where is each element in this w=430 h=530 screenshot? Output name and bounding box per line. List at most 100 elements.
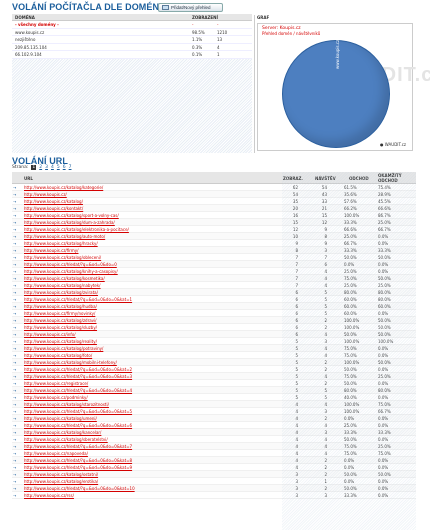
url-link[interactable]: http://www.koupis.cz/katalog/auto-moto/ (24, 234, 106, 239)
url-link[interactable]: http://www.koupis.cz/katalog/mobilni-tel… (24, 360, 117, 365)
url-link[interactable]: http://www.koupis.cz/katalog/obleceni/ (24, 255, 102, 260)
arrow-icon[interactable]: → (13, 388, 17, 393)
url-link[interactable]: http://www.koupis.cz/katalog/erotika/ (24, 479, 99, 484)
url-link[interactable]: http://www.koupis.cz/napoveda/ (24, 451, 88, 456)
url-link[interactable]: http://www.koupis.cz/katalog/hudba/ (24, 304, 97, 309)
url-link[interactable]: http://www.koupis.cz/katalog/sport-a-vol… (24, 213, 119, 218)
arrow-icon[interactable]: → (13, 465, 17, 470)
url-link[interactable]: http://www.koupis.cz/ (24, 192, 67, 197)
url-link[interactable]: http://www.koupis.cz/katalog/umeni/ (24, 416, 97, 421)
arrow-icon[interactable]: → (13, 220, 17, 225)
url-link[interactable]: http://www.koupis.cz/hledat/?q=&od=0&do=… (24, 409, 133, 414)
url-link[interactable]: http://www.koupis.cz/firmy/ (24, 248, 79, 253)
url-link[interactable]: http://www.koupis.cz/hledat/?q=&od=0&do=… (24, 262, 117, 267)
url-link[interactable]: http://www.koupis.cz/hledat/?q=&od=0&do=… (24, 388, 133, 393)
arrow-icon[interactable]: → (13, 262, 17, 267)
arrow-icon[interactable]: → (13, 297, 17, 302)
arrow-icon[interactable]: → (13, 206, 17, 211)
domain-row[interactable]: nezjištěno 1.1% 13 (12, 36, 252, 44)
url-link[interactable]: http://www.koupis.cz/hledat/?q=&od=0&do=… (24, 444, 133, 449)
arrow-icon[interactable]: → (13, 486, 17, 491)
arrow-icon[interactable]: → (13, 472, 17, 477)
arrow-icon[interactable]: → (13, 248, 17, 253)
url-link[interactable]: http://www.koupis.cz/katalog/zvirata/ (24, 290, 98, 295)
arrow-icon[interactable]: → (13, 304, 17, 309)
arrow-icon[interactable]: → (13, 395, 17, 400)
url-link[interactable]: http://www.koupis.cz/hledat/?q=&od=0&do=… (24, 367, 133, 372)
page-link-7[interactable]: 7 (68, 165, 72, 170)
arrow-icon[interactable]: → (13, 213, 17, 218)
url-link[interactable]: http://www.koupis.cz/katalog/reality/ (24, 339, 97, 344)
arrow-icon[interactable]: → (13, 353, 17, 358)
page-link-4[interactable]: 4 (50, 165, 54, 170)
arrow-icon[interactable]: → (13, 255, 17, 260)
arrow-icon[interactable]: → (13, 227, 17, 232)
url-link[interactable]: http://www.koupis.cz/katalog/potraviny/ (24, 346, 104, 351)
page-link-2[interactable]: 2 (39, 165, 43, 170)
url-link[interactable]: http://www.koupis.cz/hledat/?q=&od=0&do=… (24, 486, 135, 491)
arrow-icon[interactable]: → (13, 430, 17, 435)
domain-row[interactable]: 209.85.135.104 0.3% 4 (12, 43, 252, 51)
arrow-icon[interactable]: → (13, 318, 17, 323)
url-link[interactable]: http://www.koupis.cz/registrace/ (24, 381, 89, 386)
add-report-button[interactable]: Přidat/Nový přehled (158, 3, 223, 12)
page-link-3[interactable]: 3 (45, 165, 48, 170)
page-link-5[interactable]: 5 (56, 165, 60, 170)
arrow-icon[interactable]: → (13, 423, 17, 428)
arrow-icon[interactable]: → (13, 290, 17, 295)
arrow-icon[interactable]: → (13, 325, 17, 330)
arrow-icon[interactable]: → (13, 241, 17, 246)
arrow-icon[interactable]: → (13, 346, 17, 351)
url-link[interactable]: http://www.koupis.cz/katalog/foto/ (24, 353, 93, 358)
arrow-icon[interactable]: → (13, 437, 17, 442)
url-link[interactable]: http://www.koupis.cz/katalog/ (24, 199, 83, 204)
arrow-icon[interactable]: → (13, 192, 17, 197)
url-link[interactable]: http://www.koupis.cz/katalog/dum-a-zahra… (24, 220, 115, 225)
url-link[interactable]: http://www.koupis.cz/katalog/sluzby/ (24, 325, 98, 330)
domain-row[interactable]: www.koupis.cz 98.5% 1210 (12, 28, 252, 36)
arrow-icon[interactable]: → (13, 283, 17, 288)
url-link[interactable]: http://www.koupis.cz/kontakt/ (24, 206, 84, 211)
url-link[interactable]: http://www.koupis.cz/firmy/novinky/ (24, 311, 96, 316)
url-link[interactable]: http://www.koupis.cz/rss/ (24, 493, 74, 498)
arrow-icon[interactable]: → (13, 339, 17, 344)
arrow-icon[interactable]: → (13, 458, 17, 463)
page-link-6[interactable]: 6 (62, 165, 66, 170)
url-link[interactable]: http://www.koupis.cz/katalog/ostatni/ (24, 472, 99, 477)
url-link[interactable]: http://www.koupis.cz/katalog/starozitnos… (24, 402, 109, 407)
arrow-icon[interactable]: → (13, 269, 17, 274)
arrow-icon[interactable]: → (13, 234, 17, 239)
arrow-icon[interactable]: → (13, 451, 17, 456)
domain-row[interactable]: 66.102.9.104 0.1% 1 (12, 51, 252, 59)
url-link[interactable]: http://www.koupis.cz/katalog/hracky/ (24, 241, 98, 246)
arrow-icon[interactable]: → (13, 381, 17, 386)
url-link[interactable]: http://www.koupis.cz/katalog/zdravi/ (24, 318, 97, 323)
arrow-icon[interactable]: → (13, 311, 17, 316)
url-link[interactable]: http://www.koupis.cz/podminky/ (24, 395, 88, 400)
arrow-icon[interactable]: → (13, 276, 17, 281)
url-link[interactable]: http://www.koupis.cz/katalog/kosmetika/ (24, 276, 105, 281)
url-link[interactable]: http://www.koupis.cz/katalog/knihy-a-cas… (24, 269, 118, 274)
url-link[interactable]: http://www.koupis.cz/katalog/elektronika… (24, 227, 129, 232)
arrow-icon[interactable]: → (13, 360, 17, 365)
arrow-icon[interactable]: → (13, 493, 17, 498)
url-link[interactable]: http://www.koupis.cz/katalog/nabytek/ (24, 283, 101, 288)
arrow-icon[interactable]: → (13, 479, 17, 484)
url-link[interactable]: http://www.koupis.cz/katalog/kategorie/ (24, 185, 104, 190)
url-link[interactable]: http://www.koupis.cz/katalog/sberatelstv… (24, 437, 108, 442)
url-link[interactable]: http://www.koupis.cz/hledat/?q=&od=0&do=… (24, 374, 133, 379)
url-link[interactable]: http://www.koupis.cz/info/ (24, 332, 76, 337)
url-link[interactable]: http://www.koupis.cz/hledat/?q=&od=0&do=… (24, 465, 133, 470)
page-link-1[interactable]: 1 (31, 165, 37, 170)
domain-row[interactable]: - všechny domény - - - (12, 21, 252, 29)
arrow-icon[interactable]: → (13, 367, 17, 372)
arrow-icon[interactable]: → (13, 332, 17, 337)
url-link[interactable]: http://www.koupis.cz/hledat/?q=&od=0&do=… (24, 423, 133, 428)
url-link[interactable]: http://www.koupis.cz/hledat/?q=&od=0&do=… (24, 297, 133, 302)
arrow-icon[interactable]: → (13, 199, 17, 204)
arrow-icon[interactable]: → (13, 409, 17, 414)
arrow-icon[interactable]: → (13, 402, 17, 407)
url-link[interactable]: http://www.koupis.cz/hledat/?q=&od=0&do=… (24, 458, 133, 463)
url-link[interactable]: http://www.koupis.cz/katalog/kancelar/ (24, 430, 102, 435)
arrow-icon[interactable]: → (13, 374, 17, 379)
